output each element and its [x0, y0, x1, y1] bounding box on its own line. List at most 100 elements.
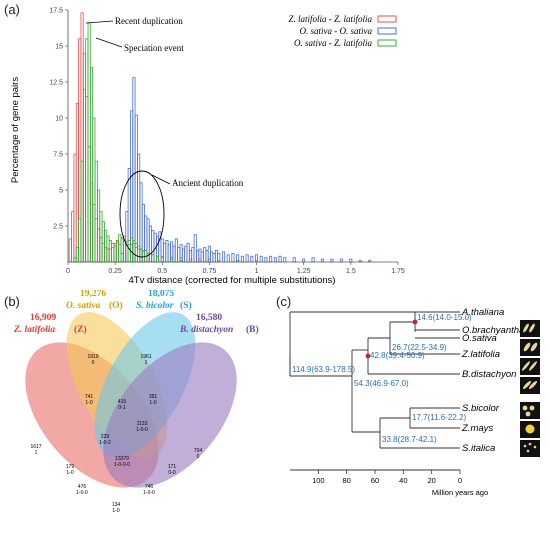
set-label-s: S. bicolor	[136, 301, 174, 311]
taxon-o-sativa: O.sativa	[462, 333, 497, 344]
bar-series-1-43	[226, 254, 230, 263]
bar-series-2-7	[89, 67, 94, 263]
phylogeny-panel: A.thaliana O.brachyantha O.sativa Z.lati…	[270, 290, 550, 531]
x-tick-label: 1.75	[391, 268, 405, 275]
bar-series-1-28	[186, 242, 190, 263]
venn-region-count-14: 134	[112, 502, 121, 508]
bar-series-2-8	[92, 117, 96, 263]
bar-series-2-11	[99, 211, 103, 263]
bar-series-2-28	[139, 248, 143, 263]
y-tick-label: 5	[59, 188, 63, 195]
annotation-line-recent	[85, 20, 114, 24]
venn-region-count-5: 415	[118, 399, 127, 405]
venn-region-code-4: 1-0	[85, 400, 92, 406]
x-tick-label: 0	[66, 268, 70, 275]
time-tick-label: 60	[371, 476, 379, 485]
bar-series-1-44	[231, 252, 235, 263]
venn-region-count-11: 171	[168, 464, 177, 470]
x-tick-label: 1.5	[346, 268, 356, 275]
venn-region-count-9: 13379	[115, 456, 129, 462]
bar-series-2-9	[94, 160, 98, 263]
bar-series-1-60	[330, 258, 334, 263]
taxon-o-brachyantha: O.brachyantha	[462, 325, 524, 336]
bar-series-2-4	[82, 88, 86, 263]
node-age-panicoideae: 33.8(28.7-42.1)	[382, 435, 437, 444]
set-count-z: 16,909	[30, 313, 56, 323]
bar-series-1-55	[283, 257, 287, 263]
x-tick-label: 0.25	[108, 268, 122, 275]
bar-series-1-10	[144, 215, 148, 263]
bar-series-2-19	[118, 234, 122, 263]
bar-series-1-58	[311, 257, 315, 263]
legend-swatch-1	[377, 27, 397, 35]
bar-series-1-52	[269, 255, 273, 263]
y-tick-label: 15	[55, 44, 63, 51]
set-suffix-z: (Z)	[74, 324, 87, 335]
bar-series-1-47	[245, 254, 249, 263]
set-suffix-b: (B)	[246, 324, 259, 335]
venn-region-count-6: 351	[149, 394, 158, 400]
bar-series-1-25	[179, 244, 183, 263]
bar-series-2-2	[78, 218, 82, 263]
set-count-s: 18,075	[148, 290, 174, 299]
node-age-oryza: 14.6(14.0-15.0)	[417, 313, 472, 322]
venn-diagram: 16,909 Z. latifolia (Z) 19,276 O. sativa…	[13, 289, 259, 514]
bar-series-2-15	[108, 239, 112, 263]
annotation-recent-duplication: Recent duplication	[115, 16, 183, 26]
taxon-a-thaliana: A.thaliana	[461, 307, 504, 318]
bar-series-1-62	[349, 258, 353, 263]
venn-region-count-0: 1919	[87, 354, 98, 360]
taxa-labels: A.thaliana O.brachyantha O.sativa Z.lati…	[461, 307, 524, 454]
bar-series-1-59	[320, 258, 325, 263]
time-tick-label: 80	[342, 476, 350, 485]
y-tick-label: 2.5	[53, 224, 63, 231]
set-label-b: B. distachyon	[179, 325, 233, 335]
y-tick-label: 17.5	[49, 8, 63, 15]
bar-series-2-3	[80, 160, 84, 263]
bar-series-2-17	[113, 245, 117, 263]
bar-series-1-39	[212, 252, 216, 263]
histogram-panel: 0 0.25 0.5 0.75 1 1.25 1.5 1.75 2.5 5 7.5 10 12.5 15 1…	[10, 8, 405, 287]
bar-series-2-5	[85, 38, 89, 263]
bar-series-2-18	[115, 241, 119, 263]
venn-region-count-10: 179	[66, 464, 75, 470]
x-tick-label: 0.75	[203, 268, 217, 275]
taxon-b-distachyon: B.distachyon	[462, 369, 516, 380]
seed-thumbnail-o-sativa	[520, 339, 540, 356]
bar-series-1-57	[302, 258, 306, 263]
venn-region-code-3: 0	[197, 454, 200, 460]
taxon-s-italica: S.italica	[462, 443, 495, 454]
set-label-o: O. sativa	[66, 301, 101, 311]
bar-series-2-0	[73, 257, 77, 263]
legend-swatch-0	[377, 15, 397, 23]
bar-series-1-42	[221, 251, 226, 263]
taxon-z-latifolia: Z.latifolia	[461, 349, 500, 360]
annotation-line-ancient	[151, 174, 171, 185]
node-age-grasses: 54.3(46.9-67.0)	[354, 379, 409, 388]
bar-series-1-53	[273, 257, 277, 263]
venn-region-code-10: 1-0	[66, 470, 73, 476]
set-count-b: 16,580	[196, 313, 222, 323]
legend-swatch-2	[377, 39, 397, 47]
x-tick-label: 0.5	[157, 268, 167, 275]
annotation-ancient-duplication: Ancient duplication	[172, 178, 244, 188]
venn-region-code-14: 1-0	[112, 508, 119, 514]
set-suffix-s: (S)	[180, 300, 192, 311]
node-age-andropogoneae: 17.7(11.6-22.2)	[412, 413, 466, 422]
legend-label-1: O. sativa - O. sativa	[300, 26, 373, 36]
calibration-marker-2	[365, 353, 371, 359]
seed-thumbnail-b-distachyon	[520, 377, 540, 394]
bar-series-1-22	[172, 245, 176, 263]
node-age-bep: 42.8(39.4-50.9)	[370, 351, 425, 360]
bar-series-1-34	[200, 251, 204, 263]
bar-series-1-32	[196, 250, 200, 263]
bar-series-2-16	[111, 242, 115, 263]
bar-series-1-6	[134, 114, 138, 263]
bar-series-1-29	[188, 250, 193, 263]
bar-series-2-12	[101, 221, 105, 263]
venn-region-code-5: 0-1	[118, 405, 125, 411]
bar-series-1-40	[214, 250, 218, 263]
histogram-chart: 0 0.25 0.5 0.75 1 1.25 1.5 1.75 2.5 5 7.5 10 12.5 15 1…	[10, 8, 405, 287]
bar-series-2-10	[97, 189, 101, 263]
panel-label-c: (c)	[276, 294, 292, 309]
